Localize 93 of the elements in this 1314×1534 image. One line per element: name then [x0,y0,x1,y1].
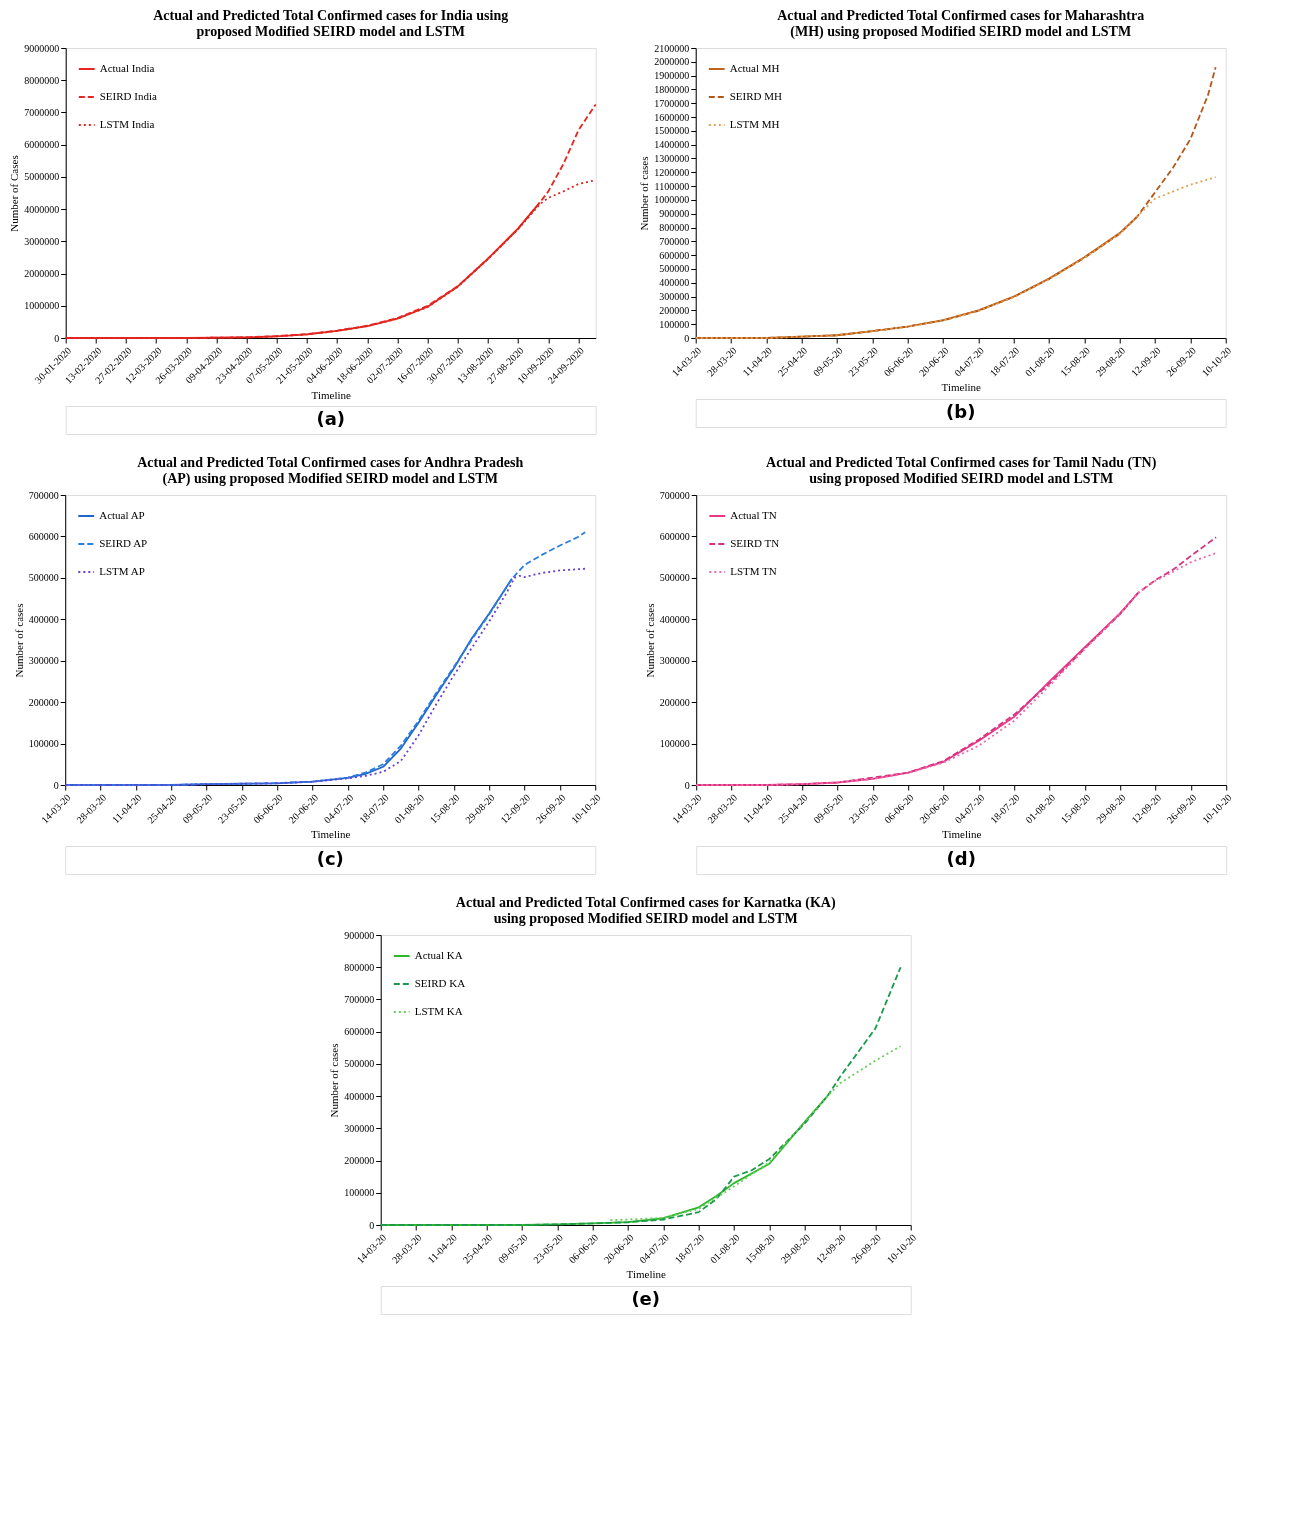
legend-label: Actual KA [414,949,463,961]
text: (b) [946,401,976,422]
y-tick-label: 100000 [659,738,690,750]
chart-title: Actual and Predicted Total Confirmed cases for Maharashtra (MH) using proposed Modified SEIRD model and LSTM [777,8,1145,40]
y-tick-label: 4000000 [24,203,60,215]
y-tick-label: 900000 [659,208,690,220]
y-tick-label: 1500000 [654,125,690,137]
y-tick-label: 500000 [28,572,59,584]
y-tick-label: 100000 [28,738,59,750]
legend-label: LSTM KA [414,1005,463,1017]
y-tick-label: 0 [369,1219,375,1231]
y-tick-label: 8000000 [24,74,60,86]
y-tick-label: 400000 [659,277,690,289]
y-tick-label: 100000 [344,1187,375,1199]
legend-label: Actual TN [730,509,777,521]
y-tick-label: 600000 [344,1026,375,1038]
y-tick-label: 400000 [344,1090,375,1102]
y-tick-label: 1400000 [654,139,690,151]
legend-label: SEIRD KA [414,977,466,989]
y-tick-label: 700000 [28,489,59,501]
legend-label: SEIRD AP [99,537,148,549]
y-tick-label: 200000 [28,696,59,708]
y-tick-label: 2000000 [24,268,60,280]
y-tick-label: 1900000 [654,70,690,82]
y-tick-label: 800000 [344,961,375,973]
chart-title: Actual and Predicted Total Confirmed cases for Karnatka (KA) using proposed Modified SEIRD model and LSTM [455,895,836,926]
y-axis-title: Number of Cases [8,155,21,232]
y-tick-label: 200000 [659,696,690,708]
y-tick-label: 6000000 [24,139,60,151]
y-tick-label: 1200000 [654,166,690,178]
y-tick-label: 600000 [28,530,59,542]
y-tick-label: 700000 [659,489,690,501]
y-tick-label: 300000 [344,1122,375,1134]
legend-label: SEIRD India [99,90,157,102]
y-tick-label: 0 [54,332,60,344]
y-tick-label: 0 [53,779,59,791]
y-tick-label: 900000 [344,929,375,941]
y-axis-title: Number of cases [638,156,651,231]
y-tick-label: 1100000 [654,180,690,192]
y-tick-label: 0 [684,332,690,344]
text: (d) [946,848,976,869]
chart-title: Actual and Predicted Total Confirmed cases for Tamil Nadu (TN) using proposed Modified SEIRD model and LSTM [766,455,1157,486]
y-tick-label: 1600000 [654,111,690,123]
y-tick-label: 5000000 [24,171,60,183]
legend-label: LSTM TN [730,565,777,577]
y-tick-label: 1000000 [654,194,690,206]
y-tick-label: 100000 [659,318,690,330]
text: (c) [316,848,344,869]
text: (a) [316,408,346,429]
legend-label: Actual India [99,62,155,74]
x-axis-title: Timeline [311,388,351,401]
x-axis-title: Timeline [311,828,351,841]
y-axis-title: Number of cases [643,603,656,678]
y-tick-label: 500000 [659,572,690,584]
y-tick-label: 700000 [344,993,375,1005]
y-tick-label: 3000000 [24,235,60,247]
y-tick-label: 400000 [28,613,59,625]
y-tick-label: 500000 [659,263,690,275]
y-tick-label: 600000 [659,249,690,261]
y-tick-label: 500000 [344,1058,375,1070]
y-tick-label: 300000 [28,655,59,667]
legend-label: Actual MH [729,62,780,74]
y-tick-label: 600000 [659,530,690,542]
legend-label: LSTM AP [99,565,145,577]
y-tick-label: 1800000 [654,83,690,95]
y-axis-title: Number of cases [328,1043,341,1118]
y-tick-label: 1300000 [654,152,690,164]
y-tick-label: 9000000 [24,42,60,54]
y-tick-label: 7000000 [24,106,60,118]
legend-label: SEIRD TN [730,537,780,549]
text: (e) [631,1288,661,1309]
y-tick-label: 200000 [344,1155,375,1167]
y-tick-label: 0 [684,779,690,791]
y-tick-label: 300000 [659,655,690,667]
y-tick-label: 2000000 [654,56,690,68]
y-tick-label: 200000 [659,304,690,316]
y-tick-label: 1000000 [24,300,60,312]
y-tick-label: 2100000 [654,42,690,54]
y-tick-label: 1700000 [654,97,690,109]
chart-title: Actual and Predicted Total Confirmed cases for Andhra Pradesh (AP) using proposed Modified SEIRD model and LSTM [137,455,524,487]
legend-label: LSTM MH [729,118,780,130]
legend-label: SEIRD MH [729,90,783,102]
y-tick-label: 300000 [659,291,690,303]
y-tick-label: 400000 [659,613,690,625]
legend-label: Actual AP [99,509,145,521]
y-tick-label: 700000 [659,235,690,247]
x-axis-title: Timeline [626,1268,666,1281]
y-axis-title: Number of cases [12,603,25,678]
y-tick-label: 800000 [659,222,690,234]
legend-label: LSTM India [99,118,155,130]
chart-title: Actual and Predicted Total Confirmed cases for India using proposed Modified SEIRD model and LSTM [153,8,509,39]
x-axis-title: Timeline [941,381,981,394]
x-axis-title: Timeline [942,828,982,841]
